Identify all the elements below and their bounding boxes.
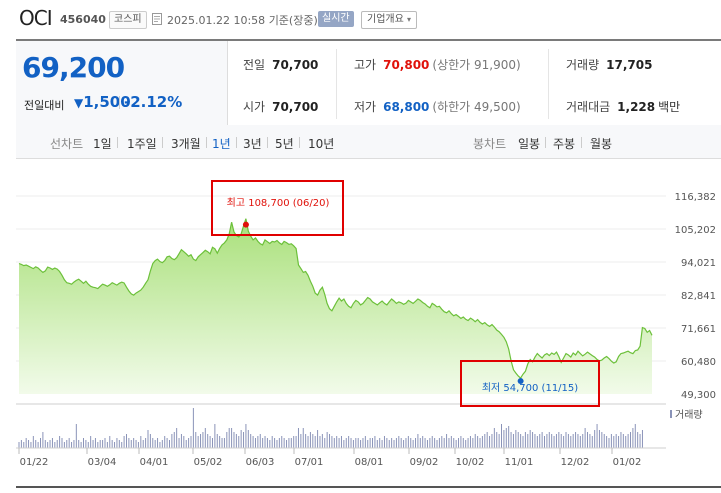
low-annotation-label: 최저 54,700 (11/15) <box>482 382 578 394</box>
high-value: 70,800 <box>383 58 430 72</box>
divider <box>206 137 207 148</box>
price-chart[interactable]: 116,382 105,202 94,021 82,841 71,661 60,480 49… <box>0 165 721 489</box>
prev-close-value: 70,700 <box>272 58 319 72</box>
document-icon <box>152 13 162 25</box>
period-monthly-candle[interactable]: 월봉 <box>590 137 613 151</box>
current-price: 69,200 <box>22 51 125 84</box>
period-1year[interactable]: 1년 <box>212 137 231 151</box>
low-value: 68,800 <box>383 100 430 114</box>
title-bar: OCI 456040 코스피 2025.01.22 10:58 기준(장중) 실… <box>0 0 721 38</box>
volume-cell: 거래량 17,705 <box>566 56 652 73</box>
quote-panel: 69,200 전일대비 ▼1,500 -2.12% 전일 70,700 시가 70,… <box>16 39 721 127</box>
stock-code: 456040 <box>60 13 106 26</box>
y-tick-label: 82,841 <box>681 291 716 302</box>
high-annotation-label: 최고 108,700 (06/20) <box>227 197 330 209</box>
period-weekly-candle[interactable]: 주봉 <box>553 137 576 151</box>
open-cell: 시가 70,700 <box>243 98 318 115</box>
x-tick-label: 03/04 <box>88 457 117 468</box>
x-tick-label: 12/02 <box>561 457 590 468</box>
prev-close-cell: 전일 70,700 <box>243 56 318 73</box>
divider <box>545 137 546 148</box>
high-cell: 고가 70,800 (상한가 91,900) <box>354 56 521 73</box>
high-annotation-box <box>211 180 344 236</box>
volume-value: 17,705 <box>606 58 653 72</box>
timestamp: 2025.01.22 10:58 기준(장중) <box>167 12 318 28</box>
y-tick-label: 94,021 <box>681 258 716 269</box>
trade-value-cell: 거래대금 1,228 백만 <box>566 98 680 115</box>
volume-legend-swatch <box>670 410 672 418</box>
price-chart-svg: 116,382 105,202 94,021 82,841 71,661 60,480 49… <box>16 180 721 488</box>
realtime-badge[interactable]: 실시간 <box>318 11 354 27</box>
candle-chart-label: 봉차트 <box>473 137 507 151</box>
period-3year[interactable]: 3년 <box>243 137 262 151</box>
lower-limit: (하한가 49,500) <box>432 100 521 114</box>
open-label: 시가 <box>243 100 266 114</box>
open-value: 70,700 <box>272 100 319 114</box>
y-tick-label: 116,382 <box>675 192 716 203</box>
x-tick-label: 08/01 <box>355 457 384 468</box>
x-tick-label: 01/22 <box>20 457 49 468</box>
period-3month[interactable]: 3개월 <box>171 137 201 151</box>
company-name: OCI <box>19 6 53 30</box>
down-arrow-icon: ▼ <box>74 96 84 110</box>
high-marker <box>242 221 249 228</box>
x-tick-label: 07/01 <box>295 457 324 468</box>
company-overview-label: 기업개요 <box>367 14 404 25</box>
x-tick-label: 11/01 <box>505 457 534 468</box>
low-cell: 저가 68,800 (하한가 49,500) <box>354 98 521 115</box>
trade-value: 1,228 <box>617 100 656 114</box>
line-chart-label: 선차트 <box>50 137 84 151</box>
timestamp-value: 2025.01.22 10:58 <box>167 14 266 27</box>
volume-legend-label: 거래량 <box>675 409 703 421</box>
divider <box>267 137 268 148</box>
period-1day[interactable]: 1일 <box>93 137 112 151</box>
trade-value-label: 거래대금 <box>566 100 611 114</box>
change-amount: 1,500 <box>83 93 131 111</box>
y-tick-label: 60,480 <box>681 357 716 368</box>
current-price-box: 69,200 전일대비 ▼1,500 -2.12% <box>16 41 228 126</box>
company-overview-button[interactable]: 기업개요 ▾ <box>361 11 418 29</box>
change-value: ▼1,500 <box>74 93 131 111</box>
upper-limit: (상한가 91,900) <box>432 58 521 72</box>
period-5year[interactable]: 5년 <box>275 137 294 151</box>
divider <box>117 137 118 148</box>
divider <box>581 137 582 148</box>
low-marker <box>517 378 524 385</box>
low-annotation-box <box>460 360 600 407</box>
low-label: 저가 <box>354 100 377 114</box>
period-1week[interactable]: 1주일 <box>127 137 157 151</box>
divider <box>162 137 163 148</box>
price-line <box>18 218 653 380</box>
period-daily-candle[interactable]: 일봉 <box>518 137 541 151</box>
y-tick-label: 105,202 <box>675 225 716 236</box>
price-area <box>19 218 652 394</box>
x-tick-label: 05/02 <box>194 457 223 468</box>
x-tick-label: 06/03 <box>246 457 275 468</box>
volume-label: 거래량 <box>566 58 600 72</box>
period-10year[interactable]: 10년 <box>308 137 335 151</box>
divider <box>236 137 237 148</box>
divider <box>299 137 300 148</box>
x-tick-label: 01/02 <box>613 457 642 468</box>
divider <box>119 96 120 109</box>
prev-close-label: 전일 <box>243 58 266 72</box>
divider <box>548 49 549 119</box>
high-label: 고가 <box>354 58 377 72</box>
chevron-down-icon: ▾ <box>407 15 412 24</box>
x-tick-label: 10/02 <box>456 457 485 468</box>
change-percent: -2.12% <box>124 93 183 111</box>
x-tick-label: 04/01 <box>140 457 169 468</box>
y-tick-label: 49,300 <box>681 390 716 401</box>
timestamp-basis: 기준(장중) <box>268 14 318 27</box>
x-tick-label: 09/02 <box>410 457 439 468</box>
divider <box>336 49 337 119</box>
change-label: 전일대비 <box>24 99 65 112</box>
trade-value-unit: 백만 <box>658 100 681 114</box>
y-tick-label: 71,661 <box>681 324 716 335</box>
period-selector-bar: 선차트 1일 1주일 3개월 1년 3년 5년 10년 봉차트 일봉 주봉 월봉 <box>16 125 721 159</box>
market-badge: 코스피 <box>109 11 147 29</box>
